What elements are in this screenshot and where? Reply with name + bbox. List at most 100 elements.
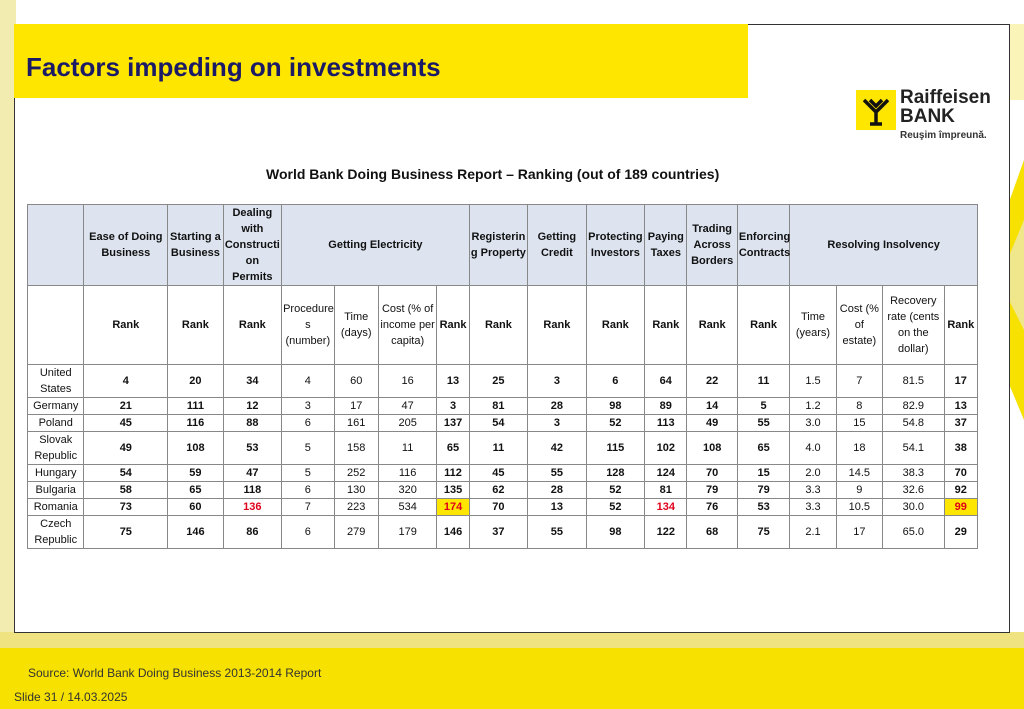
- country-cell: United States: [26, 364, 85, 398]
- table-cell: 17: [333, 397, 379, 415]
- table-cell: 37: [468, 515, 529, 549]
- table-cell: 30.0: [882, 498, 945, 516]
- header-electricity: Getting Electricity: [281, 204, 470, 286]
- table-cell: 115: [585, 431, 646, 465]
- subheader-procedures: Procedure s (number): [281, 285, 335, 365]
- table-cell: 1.5: [789, 364, 837, 398]
- table-cell: 60: [167, 498, 224, 516]
- table-cell: 534: [377, 498, 438, 516]
- table-cell: 62: [468, 481, 529, 499]
- table-cell: 55: [736, 414, 791, 432]
- table-cell: 3.3: [789, 498, 837, 516]
- country-cell: Bulgaria: [26, 481, 85, 499]
- table-cell: 22: [686, 364, 738, 398]
- table-cell: 135: [436, 481, 470, 499]
- logo-brand: Raiffeisen BANK: [900, 88, 991, 126]
- table-cell: 3.0: [789, 414, 837, 432]
- subheader-rank: Rank: [527, 285, 587, 365]
- header-property: Registerin g Property: [468, 204, 529, 286]
- table-cell: 223: [333, 498, 379, 516]
- slide-number: Slide 31 / 14.03.2025: [14, 690, 128, 704]
- raiffeisen-logo: Raiffeisen BANK Reuşim împreună.: [856, 88, 1006, 144]
- table-row: Germany 21 111 12 3 17 47 3 81 28 98 89 14 5 1.2 8 82.9 1…: [26, 397, 979, 415]
- table-cell: 38.3: [882, 464, 945, 482]
- header-blank: [26, 204, 85, 286]
- table-subheader-row: Rank Rank Rank Procedure s (number) Time…: [26, 285, 979, 365]
- table-cell: 54.8: [882, 414, 945, 432]
- header-trading: Trading Across Borders: [686, 204, 738, 286]
- table-cell: 79: [736, 481, 791, 499]
- logo-gable-icon: [856, 90, 896, 130]
- table-cell: 11: [377, 431, 438, 465]
- table-cell: 2.1: [789, 515, 837, 549]
- logo-brand-line2: BANK: [900, 106, 955, 127]
- table-cell: 174: [436, 498, 470, 516]
- table-cell: 29: [943, 515, 979, 549]
- table-cell: 5: [736, 397, 791, 415]
- table-cell: 3.3: [789, 481, 837, 499]
- table-cell: 68: [686, 515, 738, 549]
- table-cell: 4: [281, 364, 335, 398]
- table-cell: 18: [835, 431, 884, 465]
- table-cell: 2.0: [789, 464, 837, 482]
- table-cell: 47: [222, 464, 283, 482]
- table-cell: 17: [943, 364, 979, 398]
- table-cell: 6: [281, 481, 335, 499]
- table-cell: 32.6: [882, 481, 945, 499]
- header-investors: Protecting Investors: [585, 204, 646, 286]
- table-cell: 7: [281, 498, 335, 516]
- table-header-row: Ease of Doing Business Starting a Busine…: [26, 204, 978, 286]
- table-cell: 52: [585, 481, 646, 499]
- table-cell: 134: [644, 498, 688, 516]
- table-cell: 88: [222, 414, 283, 432]
- table-cell: 130: [333, 481, 379, 499]
- table-cell: 13: [527, 498, 587, 516]
- table-cell: 4: [83, 364, 169, 398]
- header-ease: Ease of Doing Business: [83, 204, 169, 286]
- subheader-rank: Rank: [644, 285, 688, 365]
- table-cell: 99: [943, 498, 979, 516]
- subheader-recovery: Recovery rate (cents on the dollar): [882, 285, 945, 365]
- table-cell: 70: [686, 464, 738, 482]
- subheader-rank: Rank: [222, 285, 283, 365]
- table-row: United States 4 20 34 4 60 16 13 25 3 6 64 22 11 1.5 7 8…: [26, 364, 979, 398]
- table-cell: 5: [281, 431, 335, 465]
- subheader-rank: Rank: [585, 285, 646, 365]
- left-edge-decoration: [0, 0, 16, 709]
- table-cell: 136: [222, 498, 283, 516]
- header-starting: Starting a Business: [167, 204, 224, 286]
- table-cell: 49: [686, 414, 738, 432]
- subheader-time-days: Time (days): [333, 285, 379, 365]
- table-cell: 47: [377, 397, 438, 415]
- subheader-blank: [26, 285, 85, 365]
- table-cell: 65: [436, 431, 470, 465]
- table-cell: 54: [83, 464, 169, 482]
- country-cell: Romania: [26, 498, 85, 516]
- table-cell: 252: [333, 464, 379, 482]
- country-cell: Slovak Republic: [26, 431, 85, 465]
- footer-band-light: [0, 632, 1024, 648]
- table-cell: 25: [468, 364, 529, 398]
- table-cell: 54.1: [882, 431, 945, 465]
- table-cell: 65: [167, 481, 224, 499]
- table-cell: 8: [835, 397, 884, 415]
- table-cell: 17: [835, 515, 884, 549]
- logo-brand-line1: Raiffeisen: [900, 87, 991, 108]
- table-cell: 20: [167, 364, 224, 398]
- table-cell: 45: [468, 464, 529, 482]
- subheader-cost-income: Cost (% of income per capita): [377, 285, 438, 365]
- table-cell: 7: [835, 364, 884, 398]
- table-cell: 86: [222, 515, 283, 549]
- logo-slogan: Reuşim împreună.: [900, 130, 987, 141]
- table-cell: 52: [585, 414, 646, 432]
- table-cell: 15: [835, 414, 884, 432]
- table-cell: 81: [644, 481, 688, 499]
- table-cell: 6: [281, 515, 335, 549]
- table-cell: 60: [333, 364, 379, 398]
- table-cell: 4.0: [789, 431, 837, 465]
- subheader-rank: Rank: [468, 285, 529, 365]
- subheader-rank: Rank: [83, 285, 169, 365]
- table-cell: 98: [585, 397, 646, 415]
- table-row: Poland 45 116 88 6 161 205 137 54 3 52 113 49 55 3.0 15…: [26, 414, 979, 432]
- table-cell: 55: [527, 464, 587, 482]
